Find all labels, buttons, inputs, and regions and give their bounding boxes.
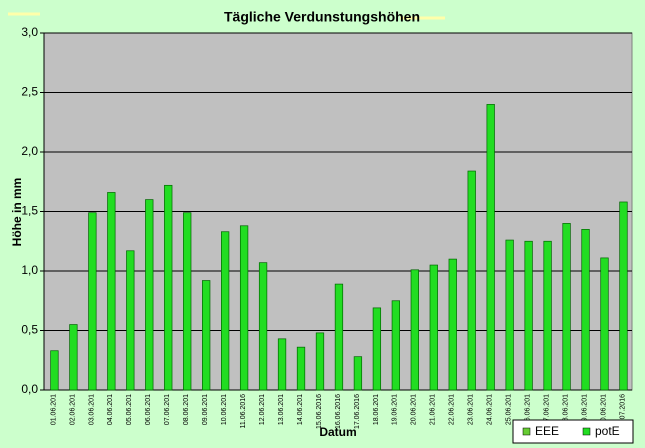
x-tick-label: 14.06.201 [297, 394, 304, 425]
bar [202, 280, 211, 391]
x-tick-label: 02.06.201 [69, 394, 76, 425]
x-axis-label: Datum [319, 425, 356, 439]
x-tick-label: 10.06.201 [221, 394, 228, 425]
bar [88, 212, 97, 391]
x-tick-label: 25.06.201 [506, 394, 513, 425]
bar [258, 262, 268, 391]
bar [410, 269, 419, 391]
x-tick-label: 18.06.201 [373, 394, 380, 425]
bar [391, 300, 400, 391]
bar [372, 307, 382, 391]
x-tick-label: 12.06.201 [259, 394, 266, 425]
x-tick-label: 20.06.201 [411, 394, 418, 425]
y-tick-label: 2,5 [21, 85, 38, 99]
x-tick-label: 23.06.201 [468, 394, 475, 425]
x-tick-label: 22.06.201 [449, 394, 456, 425]
bar [524, 240, 533, 391]
x-tick-label: 28.06.201 [562, 394, 569, 425]
legend-box [512, 419, 634, 444]
bar [50, 350, 59, 391]
bar [543, 240, 552, 391]
bar [239, 225, 249, 391]
bar [334, 283, 344, 391]
y-tick-label: 1,5 [21, 204, 38, 218]
bar [429, 264, 438, 391]
bar [467, 170, 476, 391]
x-tick-label: 07.06.201 [164, 394, 171, 425]
bar [220, 231, 230, 391]
x-tick-label: 04.06.201 [107, 394, 114, 425]
x-tick-label: 17.06.2016 [354, 394, 361, 429]
x-tick-label: 01.07.2016 [619, 394, 626, 429]
y-tick-label: 2,0 [21, 144, 38, 158]
bar [277, 338, 287, 391]
x-tick-label: 01.06.201 [50, 394, 57, 425]
legend-label: EEE [535, 424, 559, 438]
bar [126, 250, 135, 391]
legend-swatch [522, 427, 531, 436]
y-tick-label: 0,5 [21, 323, 38, 337]
bar [600, 257, 609, 391]
x-tick-label: 16.06.2016 [335, 394, 342, 429]
x-tick-label: 21.06.201 [430, 394, 437, 425]
bar [505, 239, 514, 391]
x-tick-label: 29.06.201 [581, 394, 588, 425]
x-tick-label: 11.06.2016 [240, 394, 247, 429]
y-tick-label: 0,0 [21, 382, 38, 396]
x-tick-label: 08.06.201 [183, 394, 190, 425]
x-tick-label: 03.06.201 [88, 394, 95, 425]
legend-label: potE [595, 424, 620, 438]
x-tick-label: 24.06.201 [487, 394, 494, 425]
bar [69, 324, 78, 391]
legend-swatch [582, 427, 591, 436]
x-tick-label: 09.06.201 [202, 394, 209, 425]
bar [486, 104, 495, 391]
bar [107, 192, 116, 391]
bar [296, 346, 306, 391]
bar [353, 356, 363, 391]
bar [562, 223, 571, 391]
bar [145, 199, 154, 391]
y-axis-label: Höhe in mm [10, 178, 24, 247]
bar [448, 258, 457, 391]
x-tick-label: 13.06.201 [278, 394, 285, 425]
y-tick-label: 1,0 [21, 263, 38, 277]
x-tick-label: 27.06.201 [543, 394, 550, 425]
x-tick-label: 26.06.201 [525, 394, 532, 425]
x-tick-label: 19.06.201 [392, 394, 399, 425]
x-tick-label: 06.06.201 [145, 394, 152, 425]
y-tick-label: 3,0 [21, 25, 38, 39]
bar [315, 332, 325, 391]
bar [619, 201, 628, 391]
x-tick-label: 30.06.201 [600, 394, 607, 425]
x-tick-label: 15.06.2016 [316, 394, 323, 429]
bar [581, 229, 590, 391]
chart-title: Tägliche Verdunstungshöhen [224, 9, 420, 25]
x-tick-label: 05.06.201 [126, 394, 133, 425]
bar [183, 212, 192, 391]
bar [164, 184, 173, 391]
